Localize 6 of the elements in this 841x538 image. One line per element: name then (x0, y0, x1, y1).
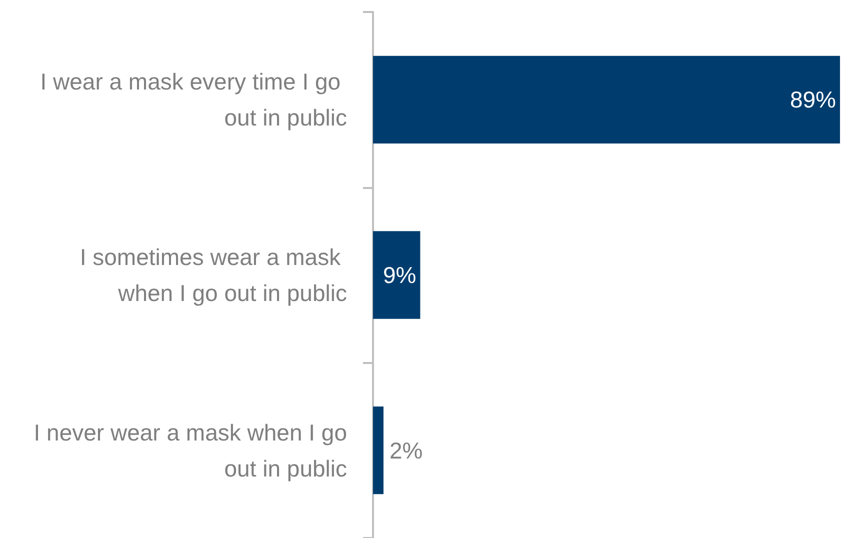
y-tick-label: I sometimes wear a mask when I go out in public (80, 244, 347, 306)
data-label: 2% (389, 437, 423, 464)
data-label: 9% (382, 262, 416, 288)
data-label: 89% (790, 86, 836, 113)
y-tick-label: I wear a mask every time I go out in public (40, 68, 347, 131)
y-tick-label: I never wear a mask when I go out in public (34, 419, 347, 482)
